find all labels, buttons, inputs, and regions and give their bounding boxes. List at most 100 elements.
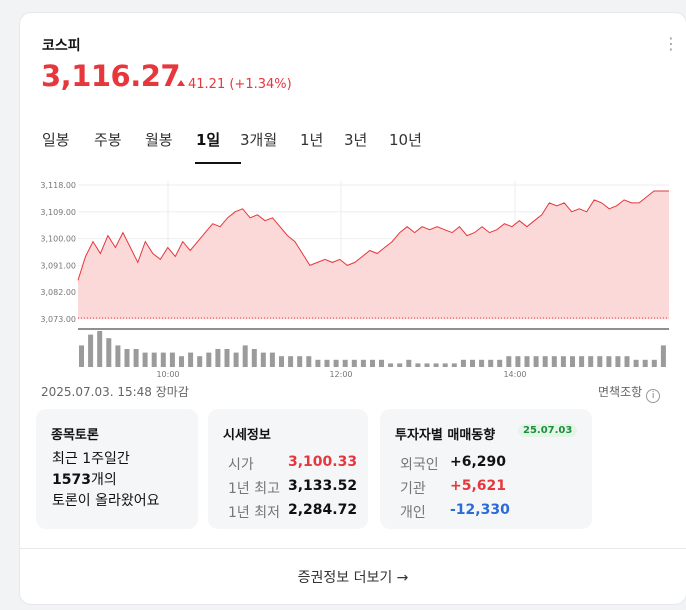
quote-value: 3,133.52	[288, 478, 358, 494]
volume-bar	[579, 356, 585, 367]
footer-divider	[20, 548, 686, 549]
volume-bar	[279, 356, 284, 367]
volume-bar	[597, 356, 603, 367]
volume-bar	[606, 356, 612, 367]
index-title: 코스피	[42, 38, 81, 54]
y-tick-label: 3,118.00	[40, 181, 76, 190]
discussion-title: 종목토론	[51, 428, 99, 443]
discussion-line2: 1573개의	[52, 470, 160, 491]
quote-label: 시가	[228, 457, 254, 473]
chart-svg: 3,118.00 3,109.00 3,100.00 3,091.00 3,082.00…	[40, 181, 669, 379]
volume-bar	[588, 356, 594, 367]
volume-bar	[451, 363, 457, 367]
y-tick-label: 3,091.00	[40, 261, 76, 270]
tab-10year[interactable]: 10년	[389, 131, 422, 149]
volume-bar	[497, 359, 503, 367]
x-tick-label: 10:00	[156, 370, 179, 378]
volume-bar	[124, 349, 130, 367]
volume-bar	[506, 356, 512, 367]
volume-bar	[88, 334, 94, 367]
tab-3month[interactable]: 3개월	[240, 131, 278, 149]
investor-title: 투자자별 매매동향	[395, 428, 496, 443]
volume-bar	[433, 363, 439, 367]
quote-value: 3,100.33	[288, 454, 358, 470]
volume-bar	[533, 356, 539, 367]
investor-value: +5,621	[450, 478, 507, 494]
more-options-icon[interactable]: ⋮	[663, 34, 679, 53]
investor-row-foreign: 외국인 +6,290	[400, 454, 506, 474]
quote-row-open: 시가 3,100.33	[228, 454, 357, 474]
volume-bar	[415, 363, 421, 367]
discussion-summary: 최근 1주일간 1573개의 토론이 올라왔어요	[52, 449, 160, 512]
volume-bar	[388, 363, 394, 367]
investor-row-institution: 기관 +5,621	[400, 478, 506, 498]
volume-bar	[188, 352, 194, 367]
tab-monthly-candle[interactable]: 월봉	[145, 131, 173, 149]
volume-bar	[424, 363, 430, 367]
volume-bar	[406, 359, 412, 367]
volume-bar	[333, 359, 339, 367]
quote-value: 2,284.72	[288, 502, 358, 518]
period-tabs: 일봉 주봉 월봉 1일 3개월 1년 3년 10년	[42, 129, 422, 164]
volume-bar	[179, 356, 184, 367]
tab-1day[interactable]: 1일	[195, 129, 241, 164]
volume-bar	[633, 359, 639, 367]
investor-label: 외국인	[400, 457, 439, 473]
quote-label: 1년 최고	[228, 481, 280, 497]
more-label: 증권정보 더보기	[297, 570, 393, 586]
volume-bar	[79, 345, 84, 367]
more-securities-link[interactable]: 증권정보 더보기 →	[20, 567, 686, 587]
volume-bar	[160, 352, 166, 367]
quote-row-year-low: 1년 최저 2,284.72	[228, 502, 357, 522]
volume-bar	[515, 356, 521, 367]
volume-bar	[106, 338, 112, 367]
discussion-count-suffix: 개의	[90, 472, 117, 488]
change-percent: (+1.34%)	[229, 77, 292, 92]
volume-bar	[288, 356, 294, 367]
up-arrow-icon	[177, 80, 185, 86]
volume-bar	[242, 345, 248, 367]
disclaimer-link[interactable]: 면책조항 i	[598, 383, 661, 403]
volume-bar	[260, 352, 266, 367]
discussion-line3: 토론이 올라왔어요	[52, 493, 160, 509]
volume-bar	[624, 356, 630, 367]
volume-bar	[342, 359, 348, 367]
y-tick-label: 3,073.00	[40, 315, 76, 324]
investor-label: 기관	[400, 481, 426, 497]
tab-1year[interactable]: 1년	[300, 131, 324, 149]
volume-bar	[197, 356, 203, 367]
info-icon: i	[646, 389, 661, 403]
price-line	[77, 190, 669, 281]
volume-bar	[460, 359, 466, 367]
volume-bar	[351, 359, 357, 367]
quote-label: 1년 최저	[228, 505, 280, 521]
intraday-chart[interactable]: 3,118.00 3,109.00 3,100.00 3,091.00 3,082.00…	[20, 163, 686, 393]
volume-bar	[524, 356, 530, 367]
volume-bar	[115, 345, 121, 367]
investor-value: -12,330	[450, 502, 510, 518]
volume-bar	[324, 359, 330, 367]
volume-bar	[142, 352, 148, 367]
volume-bar	[206, 352, 212, 367]
discussion-line1: 최근 1주일간	[52, 451, 130, 467]
volume-bar	[233, 352, 239, 367]
change-value: 41.21	[188, 77, 226, 92]
index-change: 41.21 (+1.34%)	[177, 77, 292, 92]
x-tick-label: 14:00	[503, 370, 526, 378]
volume-bar	[397, 363, 403, 367]
tab-daily-candle[interactable]: 일봉	[42, 131, 70, 149]
investor-panel[interactable]: 투자자별 매매동향 25.07.03 외국인 +6,290 기관 +5,621 개인…	[380, 409, 592, 529]
quote-panel[interactable]: 시세정보 시가 3,100.33 1년 최고 3,133.52 1년 최저 2,284…	[208, 409, 368, 529]
quote-row-year-high: 1년 최고 3,133.52	[228, 478, 357, 498]
tab-weekly-candle[interactable]: 주봉	[94, 131, 122, 149]
arrow-right-icon: →	[396, 570, 409, 586]
y-tick-label: 3,100.00	[40, 235, 76, 244]
x-tick-label: 12:00	[329, 370, 352, 378]
volume-bar	[297, 356, 303, 367]
volume-bar	[615, 356, 621, 367]
volume-bar	[551, 356, 557, 367]
tab-3year[interactable]: 3년	[344, 131, 368, 149]
volume-bar	[470, 359, 475, 367]
y-tick-label: 3,109.00	[40, 208, 76, 217]
discussion-panel[interactable]: 종목토론 최근 1주일간 1573개의 토론이 올라왔어요	[36, 409, 198, 529]
